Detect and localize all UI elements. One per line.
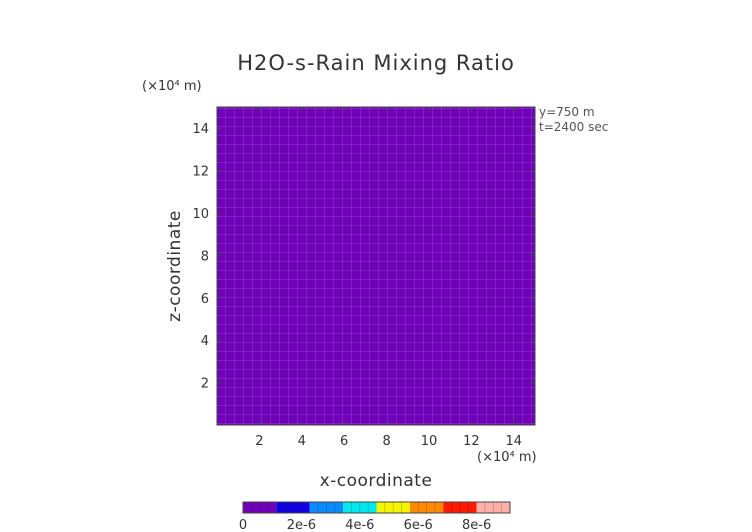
colorbar-tick-label: 0 bbox=[239, 518, 247, 532]
colorbar-tick-label: 4e-6 bbox=[345, 518, 374, 532]
x-tick-label: 8 bbox=[382, 434, 390, 449]
colorbar-tick-label: 6e-6 bbox=[404, 518, 433, 532]
colorbar-frame bbox=[242, 501, 511, 514]
y-tick-label: 2 bbox=[201, 377, 209, 392]
y-tick-label: 14 bbox=[192, 122, 209, 137]
y-tick-label: 6 bbox=[201, 292, 209, 307]
colorbar-swatch bbox=[276, 502, 310, 513]
x-tick-label: 10 bbox=[421, 434, 438, 449]
y-tick-label: 8 bbox=[201, 249, 209, 264]
colorbar-swatch bbox=[376, 502, 410, 513]
annotation-y-position: y=750 m bbox=[539, 105, 595, 119]
plot-area bbox=[216, 106, 536, 426]
colorbar-swatch bbox=[409, 502, 444, 513]
colorbar-ticks: 0 2e-6 4e-6 6e-6 8e-6 bbox=[239, 518, 491, 532]
x-axis-ticks: 2 4 6 8 10 12 14 bbox=[255, 107, 522, 449]
y-axis-unit: (×10⁴ m) bbox=[142, 79, 202, 94]
annotation-time: t=2400 sec bbox=[539, 120, 608, 134]
chart-title: H2O-s-Rain Mixing Ratio bbox=[237, 51, 515, 75]
x-axis-unit: (×10⁴ m) bbox=[477, 450, 537, 465]
colorbar-swatch bbox=[476, 502, 510, 513]
y-axis-ticks: 2 4 6 8 10 12 14 bbox=[192, 122, 535, 392]
y-axis-label: z-coordinate bbox=[165, 210, 185, 322]
colorbar-swatch bbox=[443, 502, 477, 513]
plot-frame bbox=[216, 106, 536, 426]
x-tick-label: 4 bbox=[298, 434, 306, 449]
colorbar-swatch bbox=[309, 502, 344, 513]
heatmap-field bbox=[217, 107, 535, 425]
x-tick-label: 6 bbox=[340, 434, 348, 449]
y-tick-label: 4 bbox=[201, 334, 209, 349]
colorbar-swatch bbox=[343, 502, 377, 513]
colorbar bbox=[242, 501, 511, 514]
x-tick-label: 12 bbox=[463, 434, 480, 449]
y-tick-label: 12 bbox=[192, 165, 209, 180]
x-axis-label: x-coordinate bbox=[320, 471, 433, 491]
colorbar-tick-label: 8e-6 bbox=[462, 518, 491, 532]
y-tick-label: 10 bbox=[192, 207, 209, 222]
x-tick-label: 14 bbox=[506, 434, 523, 449]
colorbar-swatch bbox=[243, 502, 277, 513]
colorbar-tick-label: 2e-6 bbox=[287, 518, 316, 532]
x-tick-label: 2 bbox=[255, 434, 263, 449]
